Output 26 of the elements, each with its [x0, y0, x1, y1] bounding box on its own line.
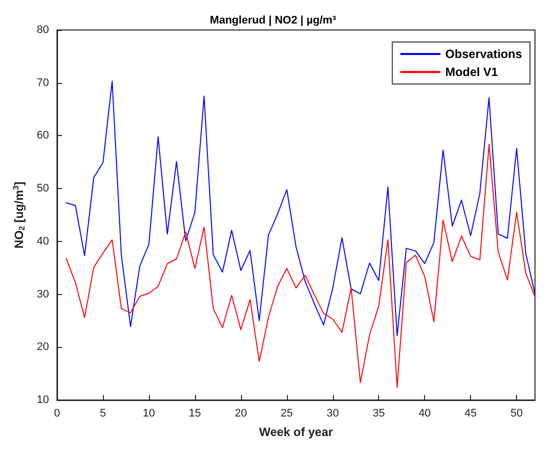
- x-tick-label: 30: [326, 408, 339, 420]
- chart-title: Manglerud | NO2 | µg/m³: [210, 14, 336, 26]
- y-tick-label: 10: [36, 394, 49, 406]
- y-tick-label: 30: [36, 288, 49, 300]
- y-tick-label: 80: [36, 24, 49, 36]
- x-tick-label: 20: [234, 408, 247, 420]
- y-axis-title: NO2 [ug/m3]: [11, 182, 26, 248]
- x-tick-label: 5: [100, 408, 106, 420]
- x-tick-label: 45: [464, 408, 477, 420]
- y-tick-label: 50: [36, 182, 49, 195]
- x-tick-label: 50: [510, 408, 523, 420]
- x-tick-label: 15: [188, 408, 202, 420]
- y-tick-label: 60: [36, 130, 49, 142]
- y-tick-label: 20: [36, 341, 49, 354]
- line-series: [66, 144, 536, 388]
- legend-label: Observations: [445, 47, 522, 61]
- y-tick-label: 70: [36, 76, 49, 89]
- y-tick-label: 40: [36, 235, 49, 248]
- x-tick-label: 10: [142, 408, 156, 420]
- x-tick-label: 35: [372, 408, 385, 420]
- x-tick-label: 40: [418, 408, 431, 420]
- x-axis-title: Week of year: [259, 425, 334, 439]
- x-tick-label: 25: [280, 408, 293, 420]
- x-tick-label: 0: [54, 408, 60, 420]
- legend-label: Model V1: [445, 65, 498, 79]
- line-series: [66, 80, 536, 336]
